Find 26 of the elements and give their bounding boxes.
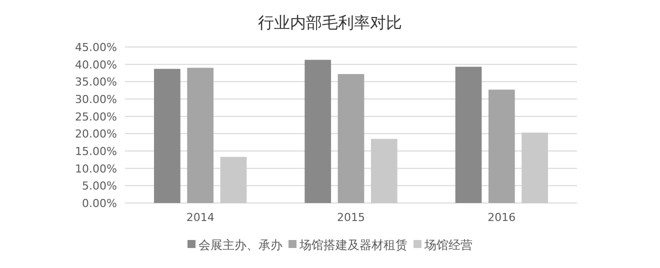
- bar: [488, 90, 515, 203]
- bar: [220, 156, 247, 203]
- bar: [154, 68, 180, 203]
- y-tick-label: 0.00%: [82, 197, 117, 210]
- legend-label: 会展主办、承办: [198, 238, 282, 252]
- x-tick-label: 2015: [337, 211, 365, 224]
- bar: [338, 74, 364, 203]
- y-tick-label: 45.00%: [75, 41, 117, 54]
- y-tick-label: 40.00%: [75, 58, 117, 72]
- y-tick-label: 30.00%: [75, 93, 117, 106]
- y-tick-label: 5.00%: [82, 180, 117, 193]
- bar: [522, 132, 548, 203]
- y-tick-label: 15.00%: [75, 145, 117, 158]
- y-tick-label: 35.00%: [75, 76, 117, 89]
- bar: [455, 66, 482, 203]
- bar: [370, 138, 398, 203]
- bar: [304, 60, 332, 203]
- legend-label: 场馆搭建及器材租赁: [298, 238, 408, 252]
- chart-title: 行业内部毛利率对比: [258, 13, 402, 32]
- y-tick-label: 20.00%: [75, 128, 117, 141]
- bar: [187, 68, 214, 203]
- x-tick-label: 2014: [186, 211, 214, 224]
- y-tick-label: 10.00%: [75, 162, 117, 176]
- legend-label: 场馆经营: [424, 238, 472, 252]
- x-tick-label: 2016: [488, 211, 516, 224]
- y-tick-label: 25.00%: [75, 110, 117, 124]
